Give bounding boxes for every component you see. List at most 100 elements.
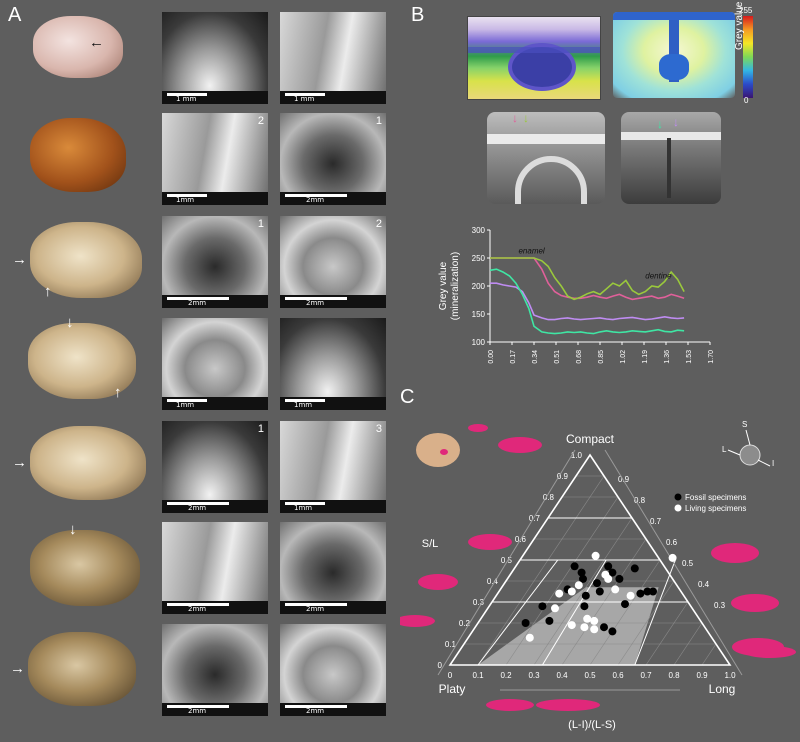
- x-tick-label: 0.34: [532, 350, 539, 364]
- tooth-lesion-mark: [440, 449, 448, 455]
- right-tick-label: 0.3: [714, 601, 726, 610]
- label-li: (L-I)/(L-S): [568, 719, 616, 731]
- lesion-arrow-icon: →: [12, 454, 27, 471]
- scale-bar-label: 2mm: [188, 299, 207, 307]
- sem-image-number: 3: [375, 423, 382, 435]
- data-point: [567, 621, 576, 630]
- shape-glyph-icon: [468, 534, 512, 550]
- label-compact: Compact: [566, 432, 615, 446]
- scale-bar: 2mm: [162, 295, 268, 308]
- shape-glyph-icon: [711, 543, 759, 563]
- axis-sphere-icon: [739, 444, 761, 466]
- data-point: [608, 568, 617, 577]
- lesion-arrow-icon: ↓: [69, 521, 77, 538]
- bottom-tick-label: 0: [448, 671, 453, 680]
- data-point: [626, 591, 635, 600]
- scale-bar-label: 1mm: [176, 196, 195, 204]
- teal-marker-arrow-icon: ↓: [657, 117, 663, 131]
- x-tick-label: 1.70: [708, 350, 715, 364]
- class-boundary: [634, 559, 676, 666]
- axis-letter: L: [722, 445, 727, 454]
- sem-image-number: 2: [257, 115, 264, 127]
- series-line: [489, 268, 685, 335]
- pink-marker-arrow-icon: ↓: [512, 111, 518, 125]
- ternary-frame: [448, 453, 732, 666]
- x-tick-label: 1.02: [620, 350, 627, 364]
- grid-line: [673, 622, 703, 666]
- sem-micrograph: 1mm: [280, 318, 386, 410]
- sem-micrograph: 2mm 2: [280, 216, 386, 308]
- x-tick-label: 0.17: [510, 350, 517, 364]
- scale-bar-label: 2mm: [188, 605, 207, 613]
- data-point: [649, 587, 657, 596]
- colorbar: [743, 16, 753, 98]
- scale-bar-label: 2mm: [306, 605, 325, 613]
- left-tick-label: 0.2: [459, 619, 471, 628]
- class-boundary: [477, 559, 559, 666]
- scale-bar: 1 mm: [162, 91, 268, 104]
- scale-bar-label: 2mm: [306, 707, 325, 715]
- x-tick-label: 1.36: [664, 350, 671, 364]
- scale-bar-label: 1 mm: [294, 95, 315, 103]
- axis-line: [745, 429, 751, 446]
- x-tick-label: 0.51: [554, 350, 561, 364]
- right-tick-label: 0.7: [650, 517, 662, 526]
- lesion-arrow-icon: →: [12, 251, 27, 268]
- grid-line: [477, 475, 605, 666]
- tooth-photo: [30, 222, 142, 298]
- platy-guide: [437, 449, 576, 676]
- x-tick-label: 0.00: [488, 350, 495, 364]
- sem-micrograph: 2mm 1: [162, 216, 268, 308]
- scale-bar-label: 1 mm: [176, 95, 197, 103]
- data-point: [538, 602, 547, 611]
- right-tick-label: 0.5: [682, 559, 694, 568]
- annotation-dentine: dentine: [645, 272, 672, 281]
- legend-label: Fossil specimens: [685, 493, 746, 502]
- data-point: [570, 562, 579, 571]
- sem-micrograph: 2mm: [162, 522, 268, 614]
- series-line: [490, 282, 685, 321]
- scale-bar: 2mm: [280, 192, 386, 205]
- bottom-tick-label: 0.9: [696, 671, 708, 680]
- data-point: [595, 587, 604, 596]
- sem-micrograph: 1mm: [162, 318, 268, 410]
- panel-label-a: A: [8, 4, 22, 26]
- label-platy: Platy: [439, 682, 466, 696]
- axis-line: [727, 449, 741, 456]
- data-point: [521, 619, 530, 627]
- scale-bar: 2mm: [280, 295, 386, 308]
- ct-render-1: [487, 112, 605, 204]
- y-tick-label: 150: [472, 310, 486, 319]
- panel-label-b: B: [411, 4, 425, 26]
- scale-bar: 2mm: [162, 500, 268, 513]
- scale-bar: 1mm: [162, 397, 268, 410]
- scale-bar: 2mm: [280, 703, 386, 716]
- data-point: [545, 616, 554, 625]
- colorbar-max: 255: [739, 6, 753, 15]
- sem-image-number: 2: [375, 218, 382, 230]
- left-tick-label: 0.5: [501, 556, 513, 565]
- data-point: [611, 585, 620, 594]
- x-tick-label: 1.53: [686, 350, 693, 364]
- right-tick-label: 0.4: [698, 580, 710, 589]
- sem-micrograph: 1 mm: [280, 12, 386, 104]
- data-point: [604, 574, 613, 583]
- sem-micrograph: 1 mm: [162, 12, 268, 104]
- shape-glyph-icon: [731, 594, 779, 612]
- label-sl: S/L: [422, 538, 439, 550]
- data-point: [590, 616, 599, 625]
- data-point: [590, 625, 599, 634]
- colorbar-label: Grey value: [734, 1, 745, 50]
- class-boundary: [541, 559, 607, 666]
- axis-line: [757, 459, 771, 467]
- ct-section-image-1: [467, 16, 601, 100]
- ct-render-2: [621, 112, 721, 204]
- lesion-arrow-icon: ↑: [44, 283, 52, 300]
- y-tick-label: 200: [472, 282, 486, 291]
- scale-bar-label: 1mm: [294, 504, 313, 512]
- lesion-arrow-icon: →: [10, 660, 25, 677]
- legend-marker: [674, 504, 682, 512]
- scale-bar: 2mm: [162, 601, 268, 614]
- left-tick-label: 0.1: [445, 640, 457, 649]
